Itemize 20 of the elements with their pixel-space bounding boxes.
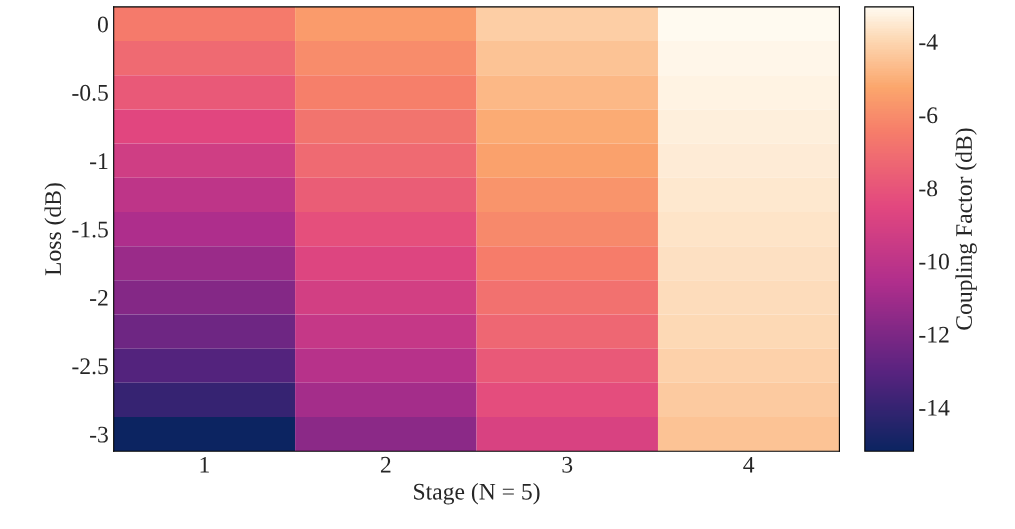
y-tick-label: -1.5 [72, 221, 108, 238]
x-tick-label: 1 [200, 456, 209, 473]
color-bar-label: -10 [919, 253, 949, 270]
y-axis-title: Loss (dB) [44, 183, 66, 276]
color-bar-label: -6 [919, 107, 938, 124]
color-bar-label: -14 [919, 399, 950, 416]
x-axis-title: Stage (N = 5) [414, 483, 540, 505]
x-tick-label: 3 [562, 456, 573, 473]
x-tick-label: 4 [743, 456, 755, 473]
y-tick-label: -3 [90, 426, 108, 443]
y-tick-label: 0 [97, 16, 108, 33]
color-bar-label: -8 [919, 180, 938, 197]
color-bar-label: -12 [919, 326, 949, 343]
color-bar-label: -4 [919, 34, 938, 50]
y-tick-label: -1 [90, 153, 108, 169]
color-bar-title: Coupling Factor (dB) [955, 128, 977, 330]
y-tick-label: -2.5 [72, 358, 108, 375]
x-tick-label: 2 [380, 456, 391, 473]
y-tick-label: -2 [90, 289, 108, 306]
y-tick-label: -0.5 [72, 84, 108, 101]
